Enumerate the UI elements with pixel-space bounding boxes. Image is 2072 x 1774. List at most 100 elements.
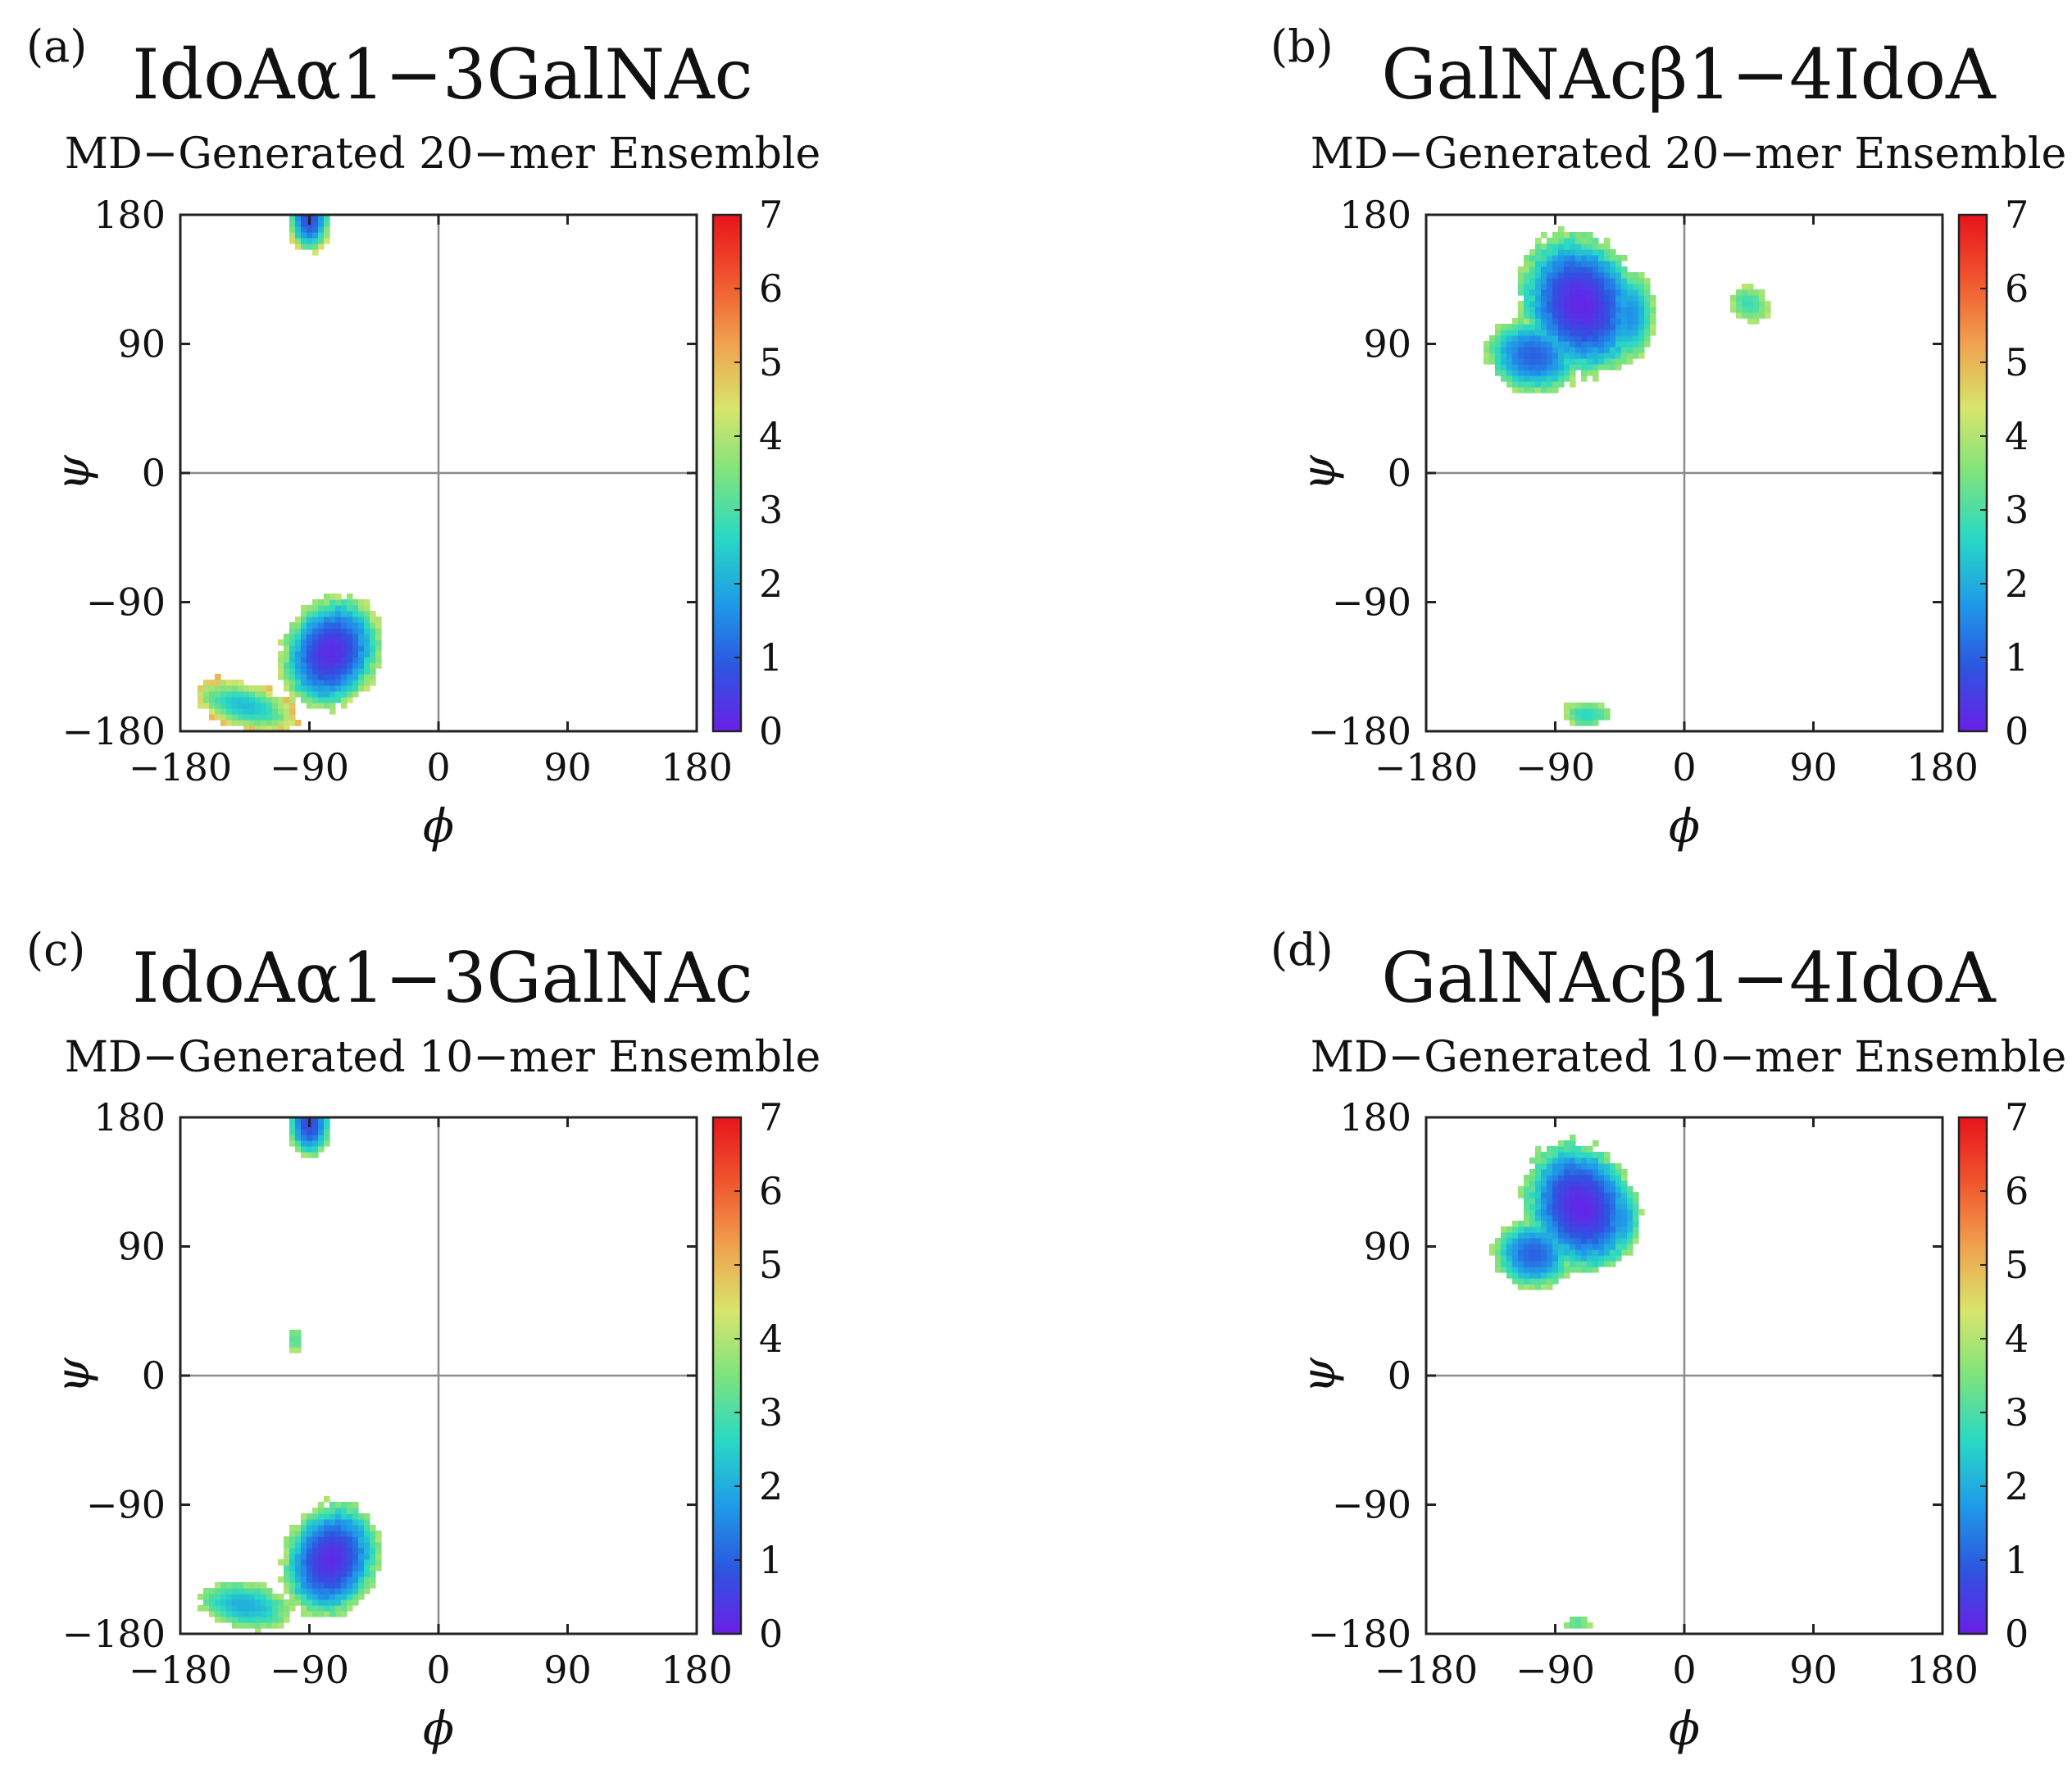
heatmap-cell xyxy=(289,1335,296,1342)
heatmap-cell xyxy=(215,680,221,686)
heatmap-cell xyxy=(1621,358,1628,365)
heatmap-cell xyxy=(341,668,348,675)
x-tick-label: −90 xyxy=(270,1648,349,1692)
heatmap-cell xyxy=(324,634,330,640)
colorbar-tick-label: 1 xyxy=(2005,1538,2029,1582)
heatmap-cell xyxy=(370,616,376,623)
heatmap-cell xyxy=(1529,347,1536,353)
heatmap-cell xyxy=(1564,278,1570,284)
heatmap-cell xyxy=(295,238,302,244)
heatmap-cell xyxy=(1564,1158,1570,1164)
y-tick-label: 0 xyxy=(1388,451,1411,495)
heatmap-cell xyxy=(1765,301,1771,307)
heatmap-cell xyxy=(352,616,359,623)
heatmap-cell xyxy=(1501,364,1507,371)
heatmap-cell xyxy=(329,616,336,623)
heatmap-cell xyxy=(329,1565,336,1572)
heatmap-cell xyxy=(289,680,296,686)
y-tick-label: 180 xyxy=(1339,1095,1411,1139)
heatmap-cell xyxy=(1558,1255,1565,1262)
heatmap-cell xyxy=(301,226,307,233)
heatmap-cell xyxy=(1547,347,1553,353)
heatmap-cell xyxy=(1541,1163,1547,1170)
heatmap-cell xyxy=(289,226,296,233)
heatmap-cell xyxy=(1518,375,1524,382)
heatmap-cell xyxy=(307,1588,313,1594)
x-tick-label: 90 xyxy=(543,745,592,789)
heatmap-cell xyxy=(1529,284,1536,290)
heatmap-cell xyxy=(358,1553,365,1560)
heatmap-cell xyxy=(1633,1203,1639,1210)
heatmap-cell xyxy=(1633,301,1639,307)
heatmap-cell xyxy=(1547,255,1553,262)
heatmap-cell xyxy=(1604,307,1611,313)
heatmap-cell xyxy=(324,1576,330,1583)
heatmap-cell xyxy=(278,639,284,646)
heatmap-cell xyxy=(341,685,348,692)
heatmap-cell xyxy=(347,1536,353,1543)
heatmap-cell xyxy=(1593,370,1599,376)
heatmap-cell xyxy=(284,1617,290,1623)
heatmap-cell xyxy=(347,1553,353,1560)
heatmap-cell xyxy=(1615,1249,1622,1256)
heatmap-cell xyxy=(1558,284,1565,290)
heatmap-cell xyxy=(1558,341,1565,348)
heatmap-cell xyxy=(324,1553,330,1560)
heatmap-cell xyxy=(295,1117,302,1124)
heatmap-cell xyxy=(1564,1622,1570,1629)
heatmap-cell xyxy=(352,645,359,652)
heatmap-cell xyxy=(312,1531,319,1537)
heatmap-cell xyxy=(220,1611,227,1617)
heatmap-cell xyxy=(284,708,290,715)
heatmap-cell xyxy=(226,1588,233,1594)
heatmap-cell xyxy=(289,685,296,692)
heatmap-cell xyxy=(1518,307,1524,313)
heatmap-cell xyxy=(284,1548,290,1554)
heatmap-cell xyxy=(324,685,330,692)
heatmap-cell xyxy=(1598,249,1605,256)
heatmap-cell xyxy=(295,685,302,692)
heatmap-cell xyxy=(1621,330,1628,336)
heatmap-cell xyxy=(1529,289,1536,296)
heatmap-cell xyxy=(278,668,284,675)
heatmap-cell xyxy=(1593,1232,1599,1239)
heatmap-cell xyxy=(1598,261,1605,267)
heatmap-cell xyxy=(1575,364,1582,371)
heatmap-cell xyxy=(1529,1221,1536,1227)
heatmap-cell xyxy=(220,691,227,698)
heatmap-cell xyxy=(1621,266,1628,273)
heatmap-cell xyxy=(1564,330,1570,336)
heatmap-cell xyxy=(284,685,290,692)
heatmap-cell xyxy=(1593,1249,1599,1256)
heatmap-cell xyxy=(347,639,353,646)
heatmap-cell xyxy=(1518,330,1524,336)
heatmap-cell xyxy=(1547,1255,1553,1262)
heatmap-cell xyxy=(215,1582,221,1589)
heatmap-cell xyxy=(1747,289,1754,296)
heatmap-cell xyxy=(1524,341,1530,348)
heatmap-cell xyxy=(1558,1226,1565,1233)
heatmap-cell xyxy=(1581,324,1588,330)
heatmap-cell xyxy=(1742,312,1748,319)
heatmap-cell xyxy=(1581,708,1588,715)
heatmap-cell xyxy=(255,703,261,709)
heatmap-cell xyxy=(307,1605,313,1612)
heatmap-cell xyxy=(312,1135,319,1141)
heatmap-cell xyxy=(307,662,313,669)
heatmap-cell xyxy=(249,714,256,721)
heatmap-cell xyxy=(1529,358,1536,365)
heatmap-cell xyxy=(1552,1198,1559,1204)
heatmap-cell xyxy=(324,594,330,600)
heatmap-cell xyxy=(289,1576,296,1583)
heatmap-cell xyxy=(255,708,261,715)
heatmap-cell xyxy=(1587,364,1593,371)
heatmap-cell xyxy=(1570,1146,1576,1153)
heatmap-cell xyxy=(1547,1209,1553,1216)
heatmap-cell xyxy=(324,1508,330,1514)
heatmap-cell xyxy=(1501,324,1507,330)
heatmap-cell xyxy=(1552,272,1559,279)
heatmap-cell xyxy=(329,691,336,698)
heatmap-cell xyxy=(318,662,325,669)
heatmap-cell xyxy=(307,1152,313,1158)
